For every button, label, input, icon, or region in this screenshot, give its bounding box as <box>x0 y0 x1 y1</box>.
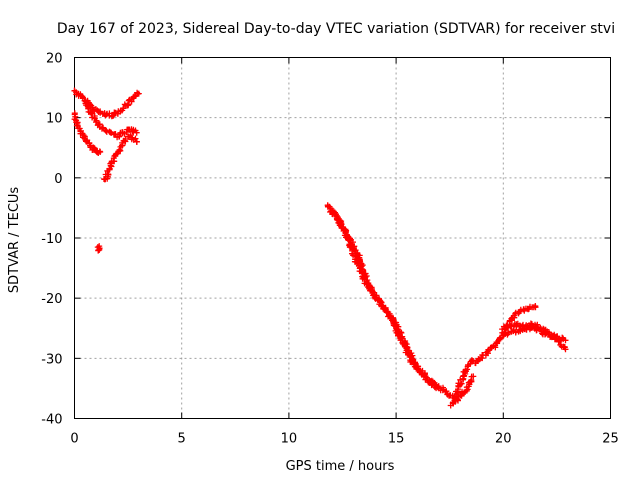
data-point <box>436 385 442 392</box>
data-point <box>501 325 508 332</box>
x-tick-label: 5 <box>178 432 186 447</box>
x-tick-label: 15 <box>388 432 405 447</box>
data-point <box>379 302 385 309</box>
x-tick-label: 25 <box>602 432 619 447</box>
data-point <box>470 373 477 380</box>
data-point <box>532 304 539 311</box>
x-tick-label: 10 <box>281 432 298 447</box>
data-point <box>508 316 515 322</box>
y-tick-label: -30 <box>41 352 62 367</box>
data-point <box>135 90 142 97</box>
data-point <box>128 98 135 105</box>
data-point <box>105 171 112 178</box>
data-point <box>106 166 113 173</box>
data-point <box>458 380 465 387</box>
y-tick-label: 10 <box>46 112 63 127</box>
data-point <box>554 333 561 340</box>
y-tick-label: -10 <box>41 232 62 247</box>
y-tick-label: 20 <box>46 52 63 67</box>
data-point <box>131 93 138 100</box>
data-point <box>404 344 411 351</box>
data-point <box>423 374 430 381</box>
data-point <box>345 237 352 244</box>
data-point <box>133 138 140 145</box>
data-marks <box>71 87 569 409</box>
data-point <box>443 388 450 395</box>
grid <box>74 57 611 419</box>
data-point <box>125 97 132 104</box>
chart-title: Day 167 of 2023, Sidereal Day-to-day VTE… <box>57 21 615 37</box>
x-tick-label: 20 <box>495 432 512 447</box>
data-point <box>97 149 104 155</box>
x-axis-label: GPS time / hours <box>286 459 395 474</box>
data-point <box>562 337 569 344</box>
y-axis-label: SDTVAR / TECUs <box>7 187 22 294</box>
data-point <box>533 326 540 333</box>
data-point <box>352 252 359 259</box>
data-point <box>389 315 396 322</box>
y-tick-label: -20 <box>41 292 62 307</box>
data-point <box>120 105 127 112</box>
data-point <box>112 131 119 137</box>
data-point <box>562 346 569 353</box>
data-point <box>125 101 131 108</box>
y-tick-label: 0 <box>54 172 62 187</box>
data-point <box>338 221 345 228</box>
data-point <box>79 94 86 101</box>
data-point <box>116 146 123 153</box>
data-point <box>116 133 123 139</box>
data-point <box>422 373 429 380</box>
ticks <box>74 57 611 419</box>
x-tick-label: 0 <box>70 432 78 447</box>
x-tick-labels: 0 5 10 15 20 25 <box>70 432 618 447</box>
data-point <box>96 247 103 253</box>
data-point <box>402 340 409 346</box>
data-point <box>537 325 544 332</box>
y-tick-label: -40 <box>41 413 62 428</box>
data-point <box>133 129 140 136</box>
y-tick-labels: 20 10 0 -10 -20 -30 -40 <box>41 52 62 428</box>
data-point <box>132 135 139 142</box>
